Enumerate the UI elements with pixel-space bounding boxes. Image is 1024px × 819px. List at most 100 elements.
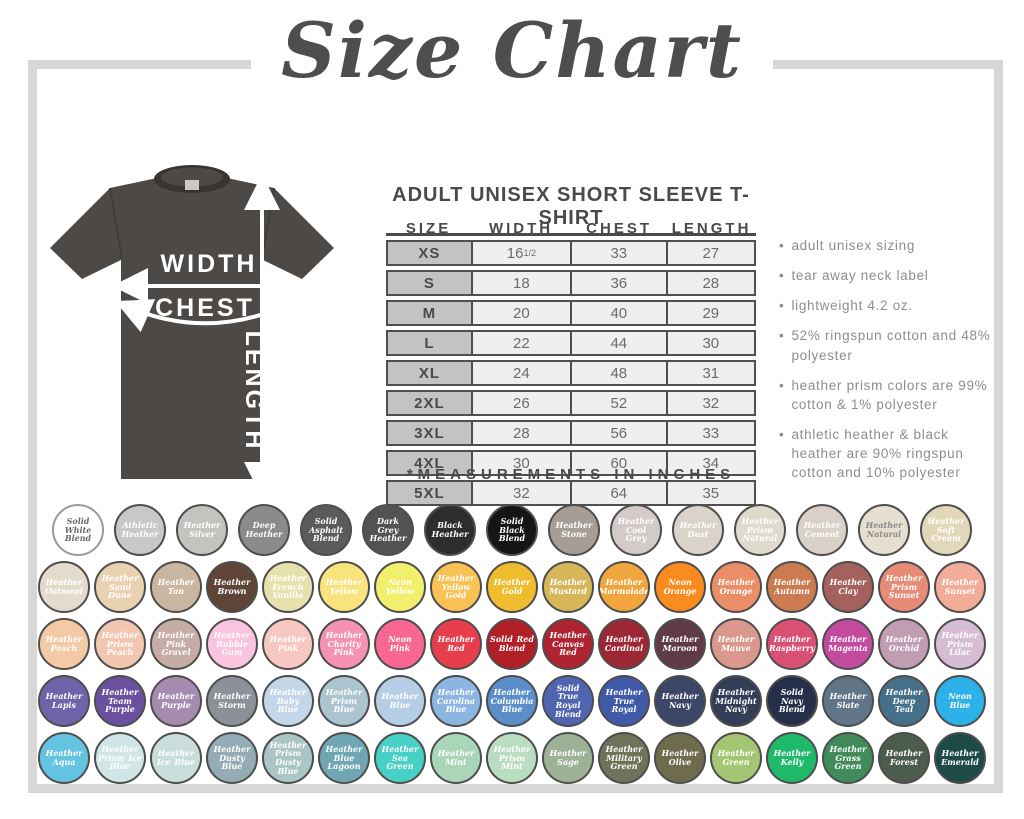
table-cell: 33: [570, 242, 666, 264]
table-cell: 29: [665, 302, 754, 324]
swatch-label: Heather Mauve: [717, 634, 755, 653]
column-header-length: LENGTH: [671, 220, 752, 237]
feature-list: • adult unisex sizing • tear away neck labe…: [779, 236, 995, 494]
table-cell: 28: [665, 272, 754, 294]
feature-item: • heather prism colors are 99% cotton & 1…: [779, 376, 995, 414]
table-cell: 30: [470, 452, 570, 474]
swatch-label: Neon Yellow: [385, 577, 415, 596]
feature-text: lightweight 4.2 oz.: [791, 298, 913, 314]
color-swatch-heather-dusty-blue: Heather Dusty Blue: [206, 732, 258, 784]
table-cell: 26: [470, 392, 570, 414]
table-cell: 2XL: [388, 392, 471, 414]
color-swatch-solid-black-blend: Solid Black Blend: [486, 504, 538, 556]
swatch-label: Heather Deep Teal: [885, 687, 923, 715]
table-cell: XL: [388, 362, 471, 384]
swatch-label: Heather True Royal: [605, 687, 643, 715]
color-swatch-heather-true-royal: Heather True Royal: [598, 675, 650, 727]
color-swatch-heather-aqua: Heather Aqua: [38, 732, 90, 784]
sleeve-seam-left: [109, 187, 123, 260]
table-cell: M: [388, 302, 471, 324]
feature-text: heather prism colors are 99% cotton & 1%…: [791, 377, 988, 412]
feature-text: tear away neck label: [791, 268, 929, 284]
swatch-label: Solid True Royal Blend: [554, 682, 582, 719]
table-cell: 35: [665, 482, 754, 504]
table-cell: 32: [470, 482, 570, 504]
product-heading: ADULT UNISEX SHORT SLEEVE T-SHIRT: [386, 184, 756, 236]
swatch-label: Heather Yellow Gold: [437, 573, 475, 601]
collar-rib: [161, 167, 223, 187]
swatch-label: Heather Navy: [661, 691, 699, 710]
swatch-label: Heather Gold: [493, 577, 531, 596]
color-swatch-heather-bubble-gum: Heather Bubble Gum: [206, 618, 258, 670]
swatch-label: Heather Military Green: [605, 744, 643, 772]
color-swatch-heather-prism-peach: Heather Prism Peach: [94, 618, 146, 670]
swatch-label: Heather Orange: [717, 577, 755, 596]
color-swatch-deep-heather: Deep Heather: [238, 504, 290, 556]
swatch-label: Heather Dusty Blue: [213, 744, 251, 772]
color-swatch-solid-red-blend: Solid Red Blend: [486, 618, 538, 670]
color-swatch-heather-olive: Heather Olive: [654, 732, 706, 784]
swatch-label: Heather Ice Blue: [156, 748, 196, 767]
color-swatch-heather-slate: Heather Slate: [822, 675, 874, 727]
table-cell: 20: [470, 302, 570, 324]
table-cell: 56: [570, 422, 666, 444]
swatch-label: Heather Clay: [829, 577, 867, 596]
color-swatch-heather-mint: Heather Mint: [430, 732, 482, 784]
swatch-label: Neon Blue: [948, 691, 972, 710]
color-swatch-heather-autumn: Heather Autumn: [766, 561, 818, 613]
swatch-row-1: Solid White Blend Athletic Heather Heather…: [36, 504, 988, 556]
swatch-label: Heather Cardinal: [604, 634, 644, 653]
length-label: LENGTH: [240, 331, 268, 452]
swatch-label: Solid Red Blend: [490, 634, 534, 653]
color-swatch-neon-orange: Neon Orange: [654, 561, 706, 613]
table-cell: 28: [470, 422, 570, 444]
swatch-label: Heather Autumn: [773, 577, 811, 596]
swatch-label: Heather Mint: [437, 748, 475, 767]
column-header-size: SIZE: [405, 220, 452, 237]
table-cell: 3XL: [388, 422, 471, 444]
swatch-label: Heather Carolina Blue: [436, 687, 476, 715]
swatch-label: Heather Prism Lilac: [941, 630, 979, 658]
swatch-label: Solid White Blend: [64, 516, 92, 544]
table-cell: 5XL: [388, 482, 471, 504]
swatch-label: Heather Bubble Gum: [213, 630, 251, 658]
swatch-label: Heather Charity Pink: [325, 630, 363, 658]
color-swatch-heather-midnight-navy: Heather Midnight Navy: [710, 675, 762, 727]
color-swatch-heather-raspberry: Heather Raspberry: [766, 618, 818, 670]
swatch-label: Heather Cool Grey: [617, 516, 655, 544]
color-swatch-heather-ice-blue: Heather Ice Blue: [150, 732, 202, 784]
color-swatch-heather-prism-lilac: Heather Prism Lilac: [934, 618, 986, 670]
color-swatch-heather-storm: Heather Storm: [206, 675, 258, 727]
tshirt-body: [50, 172, 334, 479]
swatch-label: Heather Prism Ice Blue: [98, 744, 142, 772]
bullet-dot: •: [779, 328, 785, 344]
color-swatch-heather-prism-blue: Heather Prism Blue: [318, 675, 370, 727]
color-swatch-heather-forest: Heather Forest: [878, 732, 930, 784]
swatch-label: Heather Forest: [885, 748, 923, 767]
color-swatch-heather-stone: Heather Stone: [548, 504, 600, 556]
feature-text: 52% ringspun cotton and 48% polyester: [791, 328, 991, 363]
color-swatch-heather-clay: Heather Clay: [822, 561, 874, 613]
swatch-label: Heather Raspberry: [769, 634, 815, 653]
swatch-label: Heather Team Purple: [101, 687, 139, 715]
size-table-header: SIZE WIDTH CHEST LENGTH: [386, 220, 756, 237]
color-swatch-heather-peach: Heather Peach: [38, 618, 90, 670]
table-cell: 30: [665, 332, 754, 354]
color-swatch-heather-mauve: Heather Mauve: [710, 618, 762, 670]
color-swatch-solid-white-blend: Solid White Blend: [52, 504, 104, 556]
swatch-label: Heather Green: [717, 748, 755, 767]
color-swatch-heather-prism-mint: Heather Prism Mint: [486, 732, 538, 784]
swatch-label: Heather Lapis: [45, 691, 83, 710]
table-cell: 60: [570, 452, 666, 474]
color-swatch-heather-french-vanilla: Heather French Vanilla: [262, 561, 314, 613]
swatch-row-2: Heather Oatmeal Heather Sand Dune Heather …: [36, 561, 988, 613]
color-swatch-heather-sage: Heather Sage: [542, 732, 594, 784]
swatch-label: Heather Grass Green: [829, 744, 867, 772]
swatch-label: Heather Prism Natural: [741, 516, 779, 544]
table-cell: 34: [665, 452, 754, 474]
color-swatch-heather-lapis: Heather Lapis: [38, 675, 90, 727]
swatch-label: Heather Kelly: [773, 748, 811, 767]
swatch-label: Heather Slate: [829, 691, 867, 710]
swatch-label: Heather Pink: [269, 634, 307, 653]
